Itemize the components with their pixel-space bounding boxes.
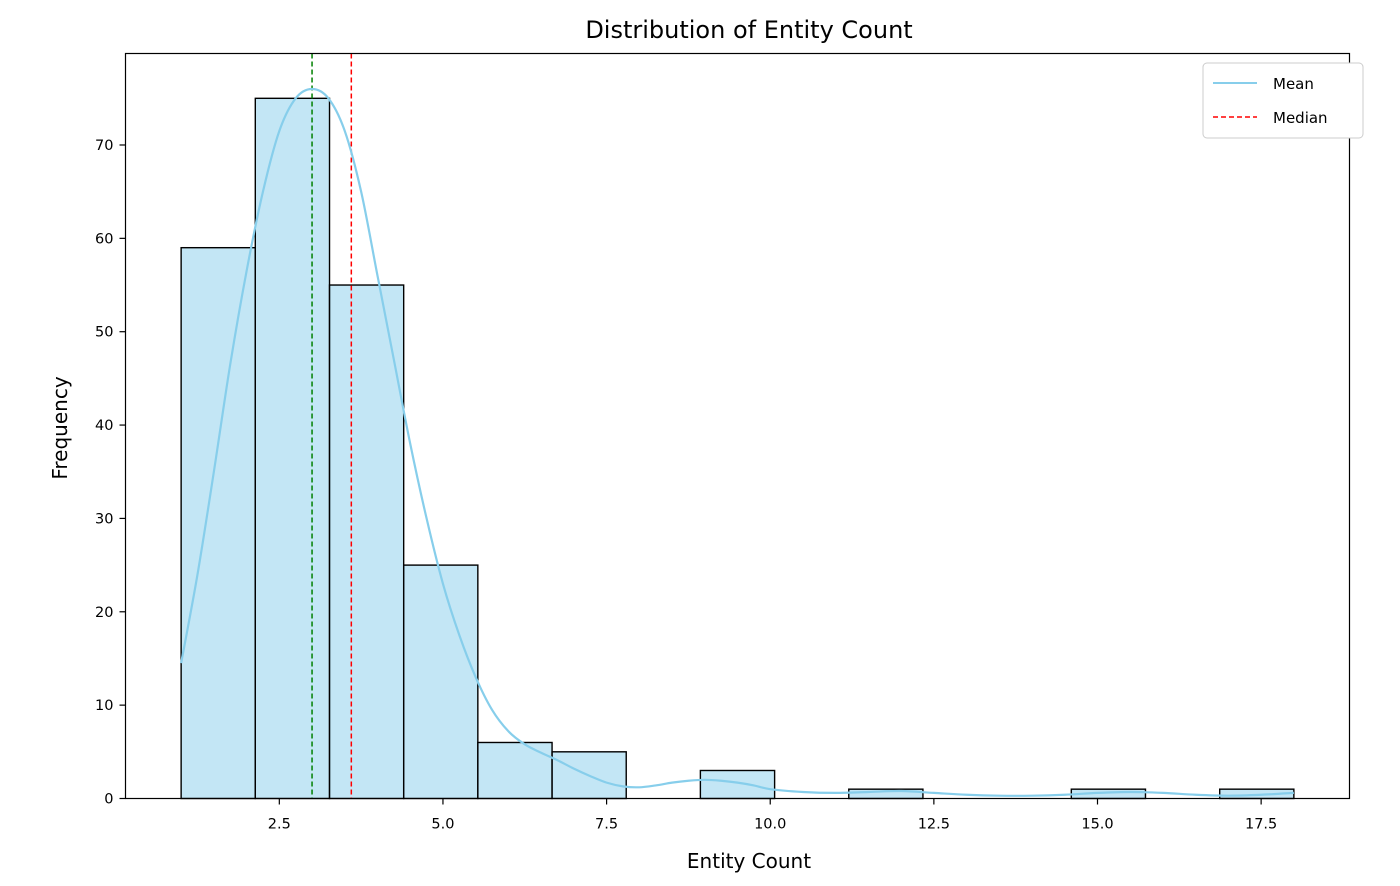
x-tick-label: 15.0 xyxy=(1081,817,1113,833)
histogram-bar xyxy=(402,564,479,800)
plot-frame xyxy=(124,52,1351,800)
x-axis-label: Entity Count xyxy=(687,849,811,873)
histogram-bar xyxy=(180,246,256,800)
y-tick-label: 10 xyxy=(95,698,113,714)
histogram-bar xyxy=(699,769,776,800)
legend-label-mean: Mean xyxy=(1273,75,1314,93)
y-tick-label: 20 xyxy=(95,605,113,621)
histogram-bar xyxy=(477,741,553,800)
x-tick-label: 10.0 xyxy=(754,817,786,833)
histogram-bar xyxy=(328,284,405,800)
kde-curve xyxy=(180,87,1294,797)
x-axis-ticks: 2.5 5.0 7.5 10.0 12.5 15.0 17.5 xyxy=(268,798,1277,833)
y-tick-label: 30 xyxy=(95,511,113,527)
legend-label-median: Median xyxy=(1273,109,1328,127)
histogram-bars xyxy=(180,97,1295,800)
y-tick-label: 60 xyxy=(95,231,113,247)
chart-title: Distribution of Entity Count xyxy=(585,16,912,44)
y-axis-label: Frequency xyxy=(48,376,72,479)
y-tick-label: 70 xyxy=(95,138,113,154)
x-tick-label: 5.0 xyxy=(431,817,454,833)
reference-lines xyxy=(311,53,353,799)
x-tick-label: 12.5 xyxy=(918,817,950,833)
x-tick-label: 7.5 xyxy=(595,817,618,833)
legend: Mean Median xyxy=(1202,62,1364,139)
y-tick-label: 50 xyxy=(95,325,113,341)
y-tick-label: 40 xyxy=(95,418,113,434)
legend-box xyxy=(1202,62,1364,139)
y-tick-label: 0 xyxy=(104,792,113,808)
x-tick-label: 2.5 xyxy=(268,817,291,833)
y-axis-ticks: 0 10 20 30 40 50 60 70 xyxy=(95,138,126,808)
x-tick-label: 17.5 xyxy=(1245,817,1277,833)
histogram-bar xyxy=(254,97,331,800)
